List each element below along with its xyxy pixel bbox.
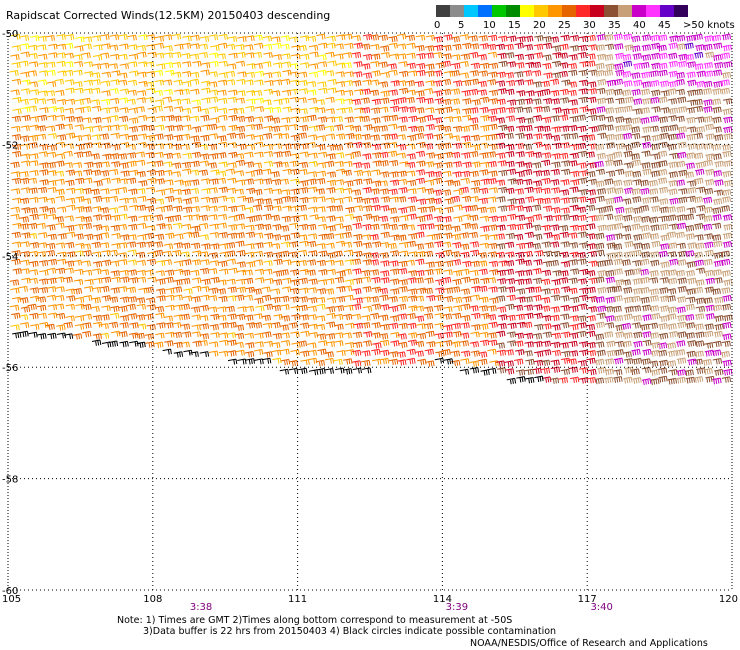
colorbar-label: 45	[658, 20, 671, 31]
grid-lines	[7, 32, 733, 591]
colorbar-label: 30	[583, 20, 596, 31]
longitude-tick-label: 105	[2, 594, 21, 605]
latitude-tick-label: -52	[2, 140, 18, 151]
wind-barb-group	[594, 33, 733, 385]
longitude-tick-label: 117	[578, 594, 597, 605]
axis-labels: 105 108 111 114 117 120 -50 -52 -54 -56 -58 -60 3:38…	[2, 29, 738, 613]
wind-barb-group	[613, 33, 732, 88]
colorbar-segment	[450, 5, 464, 17]
colorbar-label: 20	[533, 20, 546, 31]
longitude-tick-label: 120	[719, 594, 738, 605]
colorbar-label: 0	[434, 20, 441, 31]
colorbar-segment	[492, 5, 506, 17]
colorbar-label: 10	[483, 20, 496, 31]
wind-barb-group	[20, 34, 352, 113]
latitude-tick-label: -58	[2, 475, 18, 486]
colorbar-segment	[604, 5, 618, 17]
colorbar-label: 5	[458, 20, 465, 31]
colorbar-label: 35	[608, 20, 621, 31]
latitude-tick-label: -50	[2, 29, 18, 40]
latitude-tick-label: -60	[2, 586, 18, 597]
map-title: Rapidscat Corrected Winds(12.5KM) 201504…	[6, 9, 331, 22]
wind-barb-group	[594, 34, 733, 384]
latitude-tick-label: -56	[2, 363, 18, 374]
colorbar-segment	[478, 5, 492, 17]
wind-barb-group	[9, 34, 499, 367]
notes: Note: 1) Times are GMT 2)Times along bot…	[117, 615, 556, 637]
colorbar-segment	[590, 5, 604, 17]
colorbar-segment	[520, 5, 534, 17]
time-label: 3:39	[446, 602, 468, 613]
credit-text: NOAA/NESDIS/Office of Research and Appli…	[470, 638, 708, 649]
longitude-tick-label: 111	[288, 594, 307, 605]
colorbar-segment	[576, 5, 590, 17]
wind-barb-group	[622, 42, 704, 68]
wind-barb-group	[9, 33, 499, 367]
note-line-2: 3)Data buffer is 22 hrs from 20150403 4)…	[143, 626, 557, 637]
colorbar-segment	[646, 5, 660, 17]
wind-barbs-layer	[9, 33, 733, 386]
colorbar-label: 25	[558, 20, 571, 31]
longitude-tick-label: 114	[433, 594, 452, 605]
colorbar-label: 40	[633, 20, 646, 31]
colorbar-segment	[506, 5, 520, 17]
wind-barb-group	[9, 33, 355, 365]
colorbar-segment	[562, 5, 576, 17]
wind-barb-group	[12, 330, 544, 385]
colorbar-segment	[632, 5, 646, 17]
colorbar-segment	[436, 5, 450, 17]
colorbar-segment	[660, 5, 674, 17]
longitude-tick-label: 108	[143, 594, 162, 605]
time-label: 3:40	[590, 602, 612, 613]
colorbar-segment	[674, 5, 688, 17]
colorbar-label: 15	[508, 20, 521, 31]
colorbar-segment	[548, 5, 562, 17]
colorbar-label: >50 knots	[683, 20, 735, 31]
note-line-1: Note: 1) Times are GMT 2)Times along bot…	[117, 615, 513, 626]
latitude-tick-label: -54	[2, 252, 18, 263]
time-label: 3:38	[190, 602, 212, 613]
colorbar-segment	[464, 5, 478, 17]
colorbar-segment	[618, 5, 632, 17]
colorbar-segment	[534, 5, 548, 17]
